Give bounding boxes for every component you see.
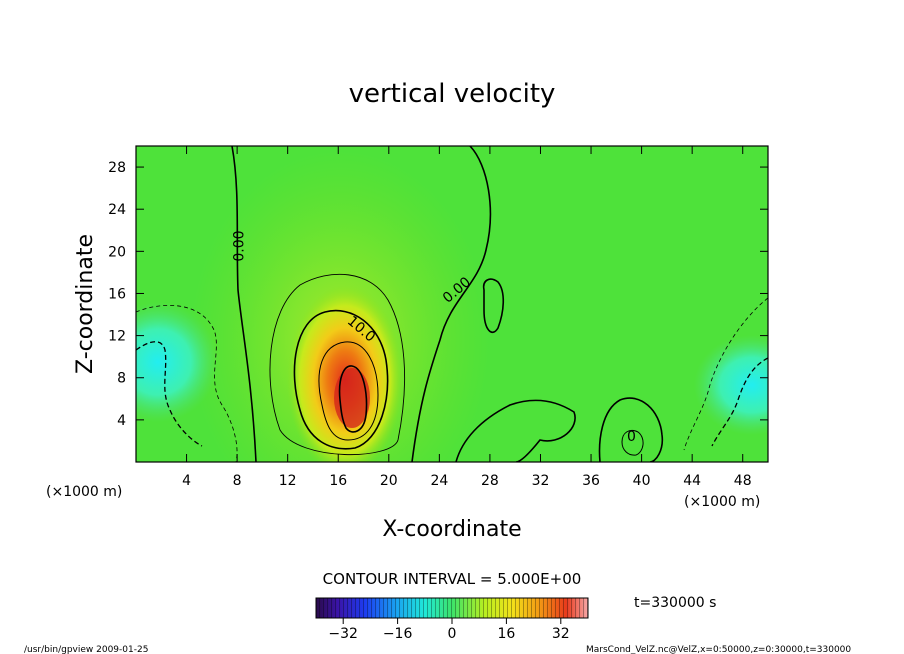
colorbar-tick-label: 0 <box>448 626 457 642</box>
contour-small-cell <box>621 429 644 456</box>
x-tick-label: 48 <box>734 473 752 489</box>
x-tick-label: 8 <box>233 473 242 489</box>
contour-lower-right <box>455 399 576 462</box>
x-tick-label: 24 <box>430 473 448 489</box>
field-cyan-right <box>694 335 768 435</box>
y-tick-label: 20 <box>108 244 126 260</box>
colorbar: −32 −16 0 16 32 <box>315 597 589 642</box>
contour-lower-right-2 <box>598 397 664 462</box>
contour-25 <box>338 365 368 433</box>
colorbar-tick-label: 16 <box>497 626 515 642</box>
y-axis: 4 8 12 16 20 24 28 <box>108 160 768 429</box>
x-unit-label-right: (×1000 m) <box>684 494 760 510</box>
x-tick-label: 40 <box>633 473 651 489</box>
x-axis-label: X-coordinate <box>382 517 521 542</box>
colorbar-tick-label: 32 <box>552 626 570 642</box>
contour-negative-left-outer <box>136 304 238 462</box>
x-tick-label: 12 <box>279 473 297 489</box>
x-tick-label: 28 <box>481 473 499 489</box>
x-tick-label: 20 <box>380 473 398 489</box>
footer-left: /usr/bin/gpview 2009-01-25 <box>24 645 148 654</box>
contour-zero-mid <box>411 146 492 462</box>
colorbar-tick-label: −16 <box>383 626 413 642</box>
x-tick-label: 16 <box>329 473 347 489</box>
time-label: t=330000 s <box>634 595 716 611</box>
chart-title: vertical velocity <box>349 79 556 109</box>
field-core-peak <box>334 368 370 428</box>
contour-15 <box>318 341 379 441</box>
x-tick-label: 36 <box>582 473 600 489</box>
contour-negative-right <box>711 357 768 447</box>
contour-negative-right-outer <box>683 297 768 451</box>
y-tick-label: 28 <box>108 160 126 176</box>
x-tick-label: 32 <box>532 473 550 489</box>
contour-label: 0 <box>627 429 636 445</box>
y-tick-label: 8 <box>117 371 126 387</box>
colorbar-ticks: −32 −16 0 16 32 <box>328 618 570 642</box>
contour-positive-outer <box>269 273 406 456</box>
footer-right: MarsCond_VelZ.nc@VelZ,x=0:50000,z=0:3000… <box>586 645 851 654</box>
contour-lines <box>136 146 768 462</box>
field-cyan-left <box>136 302 218 422</box>
contour-interval-label: CONTOUR INTERVAL = 5.000E+00 <box>323 570 582 588</box>
colorbar-tick-label: −32 <box>328 626 358 642</box>
x-unit-label-left: (×1000 m) <box>46 484 122 500</box>
x-tick-label: 44 <box>683 473 701 489</box>
contour-blob-upper <box>482 278 505 334</box>
y-tick-label: 16 <box>108 286 126 302</box>
y-axis-label: Z-coordinate <box>73 234 98 374</box>
y-tick-label: 24 <box>108 202 126 218</box>
contour-label: 0.00 <box>231 230 247 261</box>
y-tick-label: 12 <box>108 329 126 345</box>
x-axis: 4 8 12 16 20 24 28 32 36 40 44 48 <box>182 146 752 489</box>
colorbar-stripes <box>316 598 588 618</box>
x-tick-label: 4 <box>182 473 191 489</box>
plot-area <box>136 146 768 462</box>
contour-zero-left <box>231 146 257 462</box>
plot-frame <box>135 145 769 463</box>
contour-10 <box>293 309 389 450</box>
y-tick-label: 4 <box>117 413 126 429</box>
contour-negative-left <box>136 341 203 447</box>
